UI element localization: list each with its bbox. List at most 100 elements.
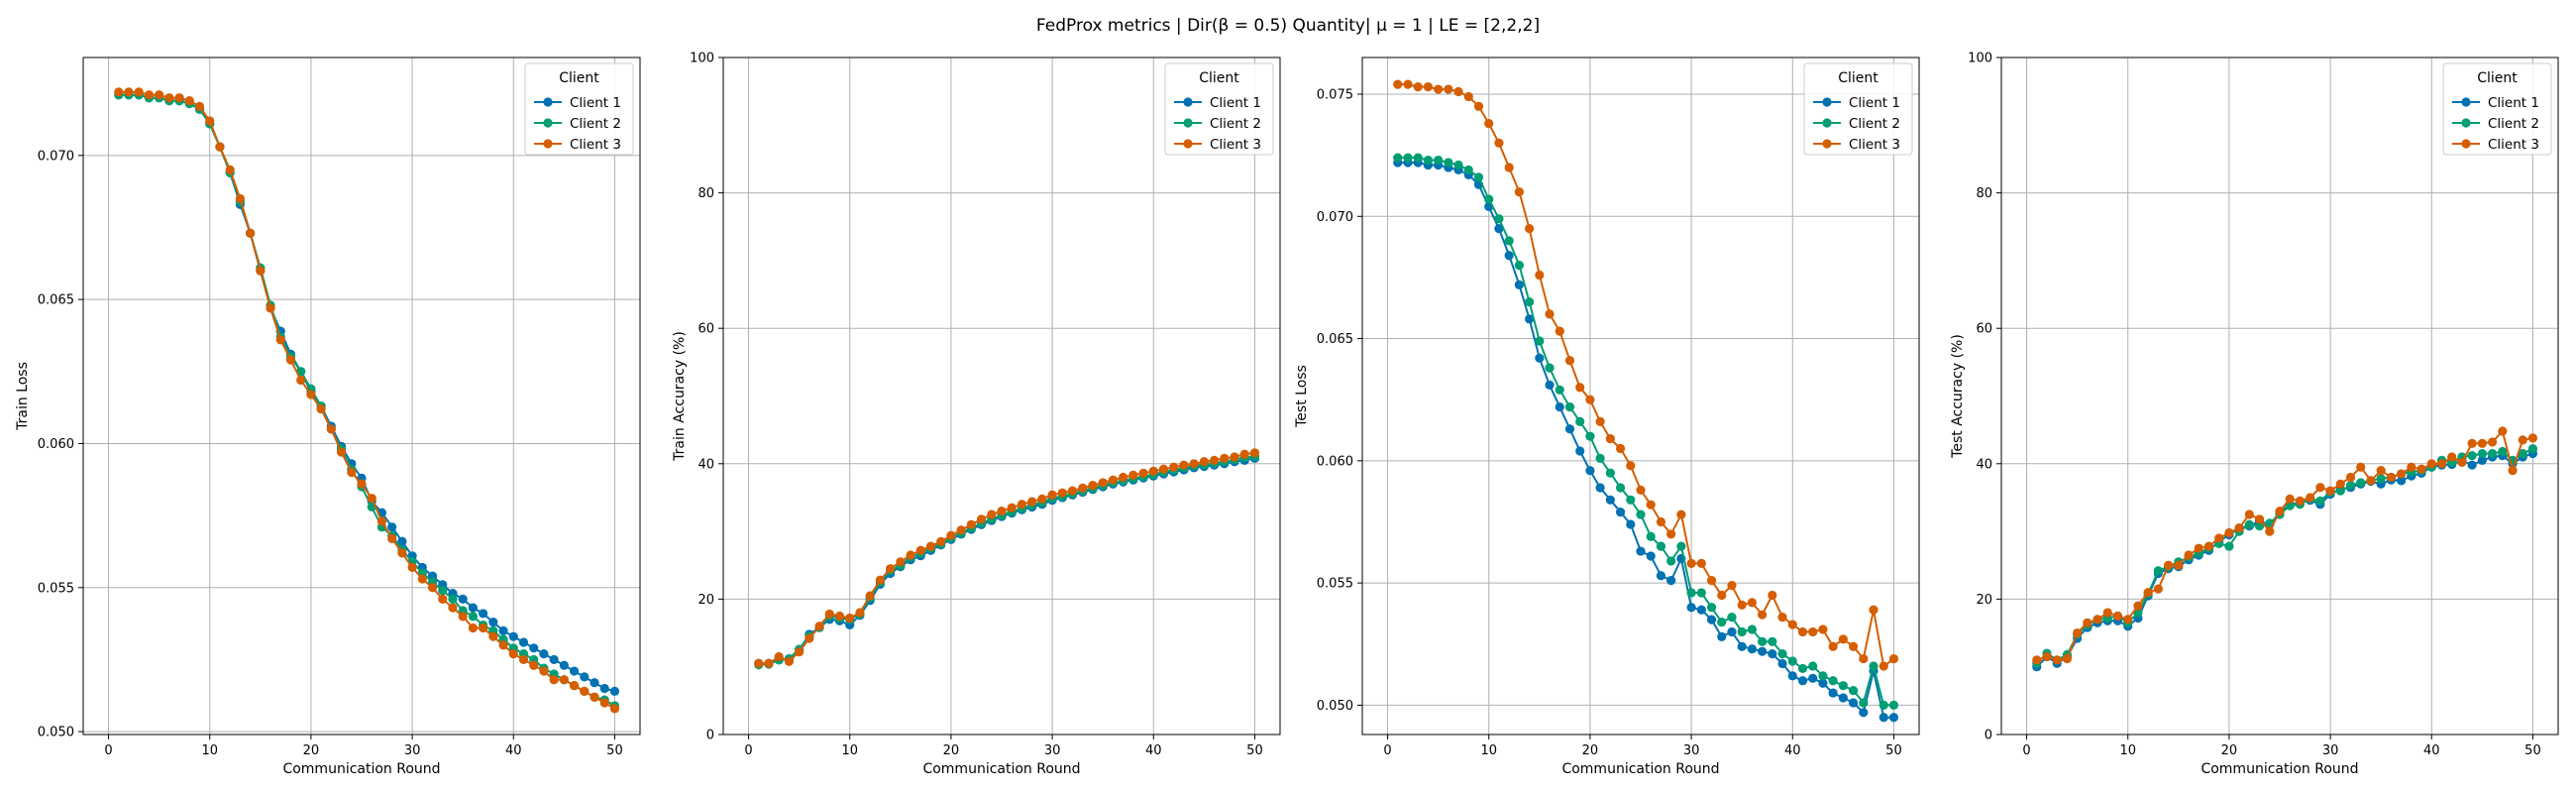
x-axis-label: Communication Round bbox=[1561, 761, 1719, 777]
data-point bbox=[529, 660, 539, 670]
series-line bbox=[2036, 430, 2533, 661]
data-point bbox=[2335, 486, 2345, 496]
data-point bbox=[1656, 571, 1666, 581]
data-point bbox=[2254, 521, 2265, 531]
data-point bbox=[1078, 483, 1088, 493]
data-point bbox=[1098, 478, 1108, 488]
legend-entry-client-3: Client 3 bbox=[1210, 137, 1261, 153]
x-tick-label: 20 bbox=[2221, 743, 2238, 758]
data-point bbox=[2062, 653, 2073, 664]
data-point bbox=[296, 375, 306, 386]
data-point bbox=[906, 550, 915, 560]
data-point bbox=[205, 116, 215, 126]
data-point bbox=[1393, 79, 1403, 89]
x-tick-label: 40 bbox=[1784, 743, 1801, 758]
data-point bbox=[285, 355, 296, 365]
data-point bbox=[1636, 546, 1646, 556]
data-point bbox=[1535, 336, 1545, 346]
legend-entry-client-1: Client 1 bbox=[1210, 95, 1261, 111]
data-point bbox=[549, 654, 559, 665]
x-axis-label: Communication Round bbox=[2200, 761, 2358, 777]
data-point bbox=[2174, 560, 2184, 570]
data-point bbox=[1555, 401, 1564, 412]
x-tick-label: 0 bbox=[744, 743, 752, 758]
data-point bbox=[1859, 653, 1869, 664]
data-point bbox=[1686, 603, 1696, 613]
y-tick-label: 0.070 bbox=[38, 149, 74, 164]
data-point bbox=[498, 625, 508, 635]
data-point bbox=[1057, 488, 1067, 498]
data-point bbox=[124, 87, 134, 97]
data-point bbox=[2477, 448, 2487, 459]
axes-frame bbox=[2000, 57, 2559, 736]
data-point bbox=[468, 603, 478, 613]
data-point bbox=[508, 649, 518, 659]
data-point bbox=[599, 683, 609, 694]
series-line bbox=[118, 93, 615, 693]
legend-entry-client-2: Client 2 bbox=[2488, 116, 2539, 132]
data-point bbox=[1747, 624, 1757, 634]
data-point bbox=[2416, 464, 2426, 474]
series-client-1 bbox=[2032, 448, 2538, 672]
series-client-3 bbox=[1393, 79, 1899, 671]
series-line bbox=[1397, 157, 1894, 707]
y-tick-label: 0.055 bbox=[38, 581, 74, 596]
y-tick-label: 40 bbox=[1976, 457, 1992, 472]
data-point bbox=[1230, 452, 1239, 462]
data-point bbox=[1393, 153, 1403, 163]
data-point bbox=[936, 536, 946, 546]
data-point bbox=[1878, 700, 1888, 711]
data-point bbox=[814, 622, 824, 631]
legend-entry-client-1: Client 1 bbox=[570, 95, 621, 111]
legend-entry-client-3: Client 3 bbox=[570, 137, 621, 153]
data-point bbox=[529, 643, 539, 653]
data-point bbox=[1888, 713, 1899, 723]
data-point bbox=[1484, 118, 1494, 129]
data-point bbox=[2203, 541, 2214, 551]
data-point bbox=[397, 548, 407, 558]
series-line bbox=[118, 93, 615, 707]
data-point bbox=[2194, 543, 2203, 553]
data-point bbox=[1706, 576, 1717, 586]
x-tick-label: 40 bbox=[1145, 743, 1162, 758]
data-point bbox=[2487, 448, 2498, 459]
data-point bbox=[1473, 101, 1484, 111]
data-point bbox=[1818, 624, 1828, 634]
series-line bbox=[2036, 447, 2533, 665]
data-point bbox=[1199, 457, 1209, 467]
data-point bbox=[2376, 466, 2386, 476]
series-client-2 bbox=[1393, 153, 1899, 711]
subplot-4: 0 10 20 30 40 50 0 20 40 60 80 100 Communication Rou… bbox=[1950, 52, 2559, 777]
data-point bbox=[2397, 476, 2407, 486]
data-point bbox=[1403, 153, 1413, 163]
data-point bbox=[488, 631, 498, 641]
data-point bbox=[1545, 309, 1555, 319]
data-point bbox=[518, 654, 529, 665]
legend-entry-client-2: Client 2 bbox=[1849, 116, 1900, 132]
data-point bbox=[256, 266, 266, 276]
x-tick-label: 20 bbox=[1582, 743, 1599, 758]
data-point bbox=[549, 675, 559, 685]
data-point bbox=[569, 666, 580, 676]
data-point bbox=[235, 193, 245, 204]
data-point bbox=[2498, 446, 2508, 457]
x-tick-label: 40 bbox=[505, 743, 522, 758]
figure-suptitle: FedProx metrics | Dir(β = 0.5) Quantity|… bbox=[1036, 16, 1540, 36]
data-point bbox=[1453, 86, 1463, 97]
data-point bbox=[2073, 627, 2083, 638]
data-point bbox=[845, 613, 855, 623]
data-point bbox=[1676, 510, 1686, 519]
data-point bbox=[1179, 460, 1189, 470]
data-point bbox=[1828, 641, 1838, 651]
data-point bbox=[1423, 155, 1434, 166]
data-point bbox=[580, 686, 590, 697]
y-tick-label: 20 bbox=[698, 593, 714, 608]
data-point bbox=[1605, 468, 1615, 478]
data-point bbox=[1859, 708, 1869, 718]
data-point bbox=[2366, 476, 2376, 486]
data-point bbox=[2325, 486, 2335, 496]
data-point bbox=[1666, 576, 1676, 586]
data-point bbox=[468, 623, 478, 633]
series-client-3 bbox=[754, 448, 1260, 668]
data-point bbox=[2123, 615, 2133, 624]
